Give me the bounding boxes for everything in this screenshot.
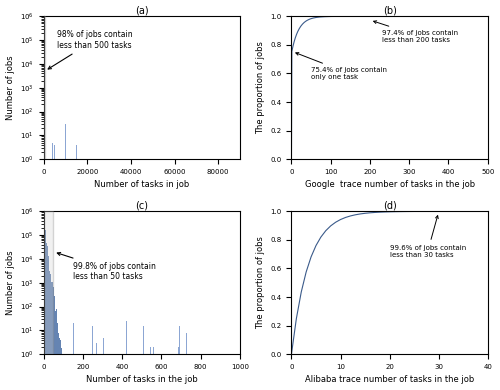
Title: (b): (b) [382,5,396,16]
Y-axis label: Number of jobs: Number of jobs [6,250,15,315]
X-axis label: Number of tasks in the job: Number of tasks in the job [86,376,198,385]
Bar [44,211,54,354]
X-axis label: Number of tasks in job: Number of tasks in job [94,181,190,190]
Text: 97.4% of jobs contain
less than 200 tasks: 97.4% of jobs contain less than 200 task… [374,21,458,43]
X-axis label: Alibaba trace number of tasks in the job: Alibaba trace number of tasks in the job [305,376,474,385]
Text: 98% of jobs contain
less than 500 tasks: 98% of jobs contain less than 500 tasks [48,30,132,69]
Title: (d): (d) [382,200,396,211]
Text: 75.4% of jobs contain
only one task: 75.4% of jobs contain only one task [296,53,387,80]
Y-axis label: The proportion of jobs: The proportion of jobs [256,236,265,329]
Title: (a): (a) [135,5,148,16]
Text: 99.6% of jobs contain
less than 30 tasks: 99.6% of jobs contain less than 30 tasks [390,216,466,258]
X-axis label: Google  trace number of tasks in the job: Google trace number of tasks in the job [304,181,474,190]
Text: 99.8% of jobs contain
less than 50 tasks: 99.8% of jobs contain less than 50 tasks [58,252,156,281]
Title: (c): (c) [136,200,148,211]
Y-axis label: Number of jobs: Number of jobs [6,55,15,120]
Y-axis label: The proportion of jobs: The proportion of jobs [256,41,265,134]
